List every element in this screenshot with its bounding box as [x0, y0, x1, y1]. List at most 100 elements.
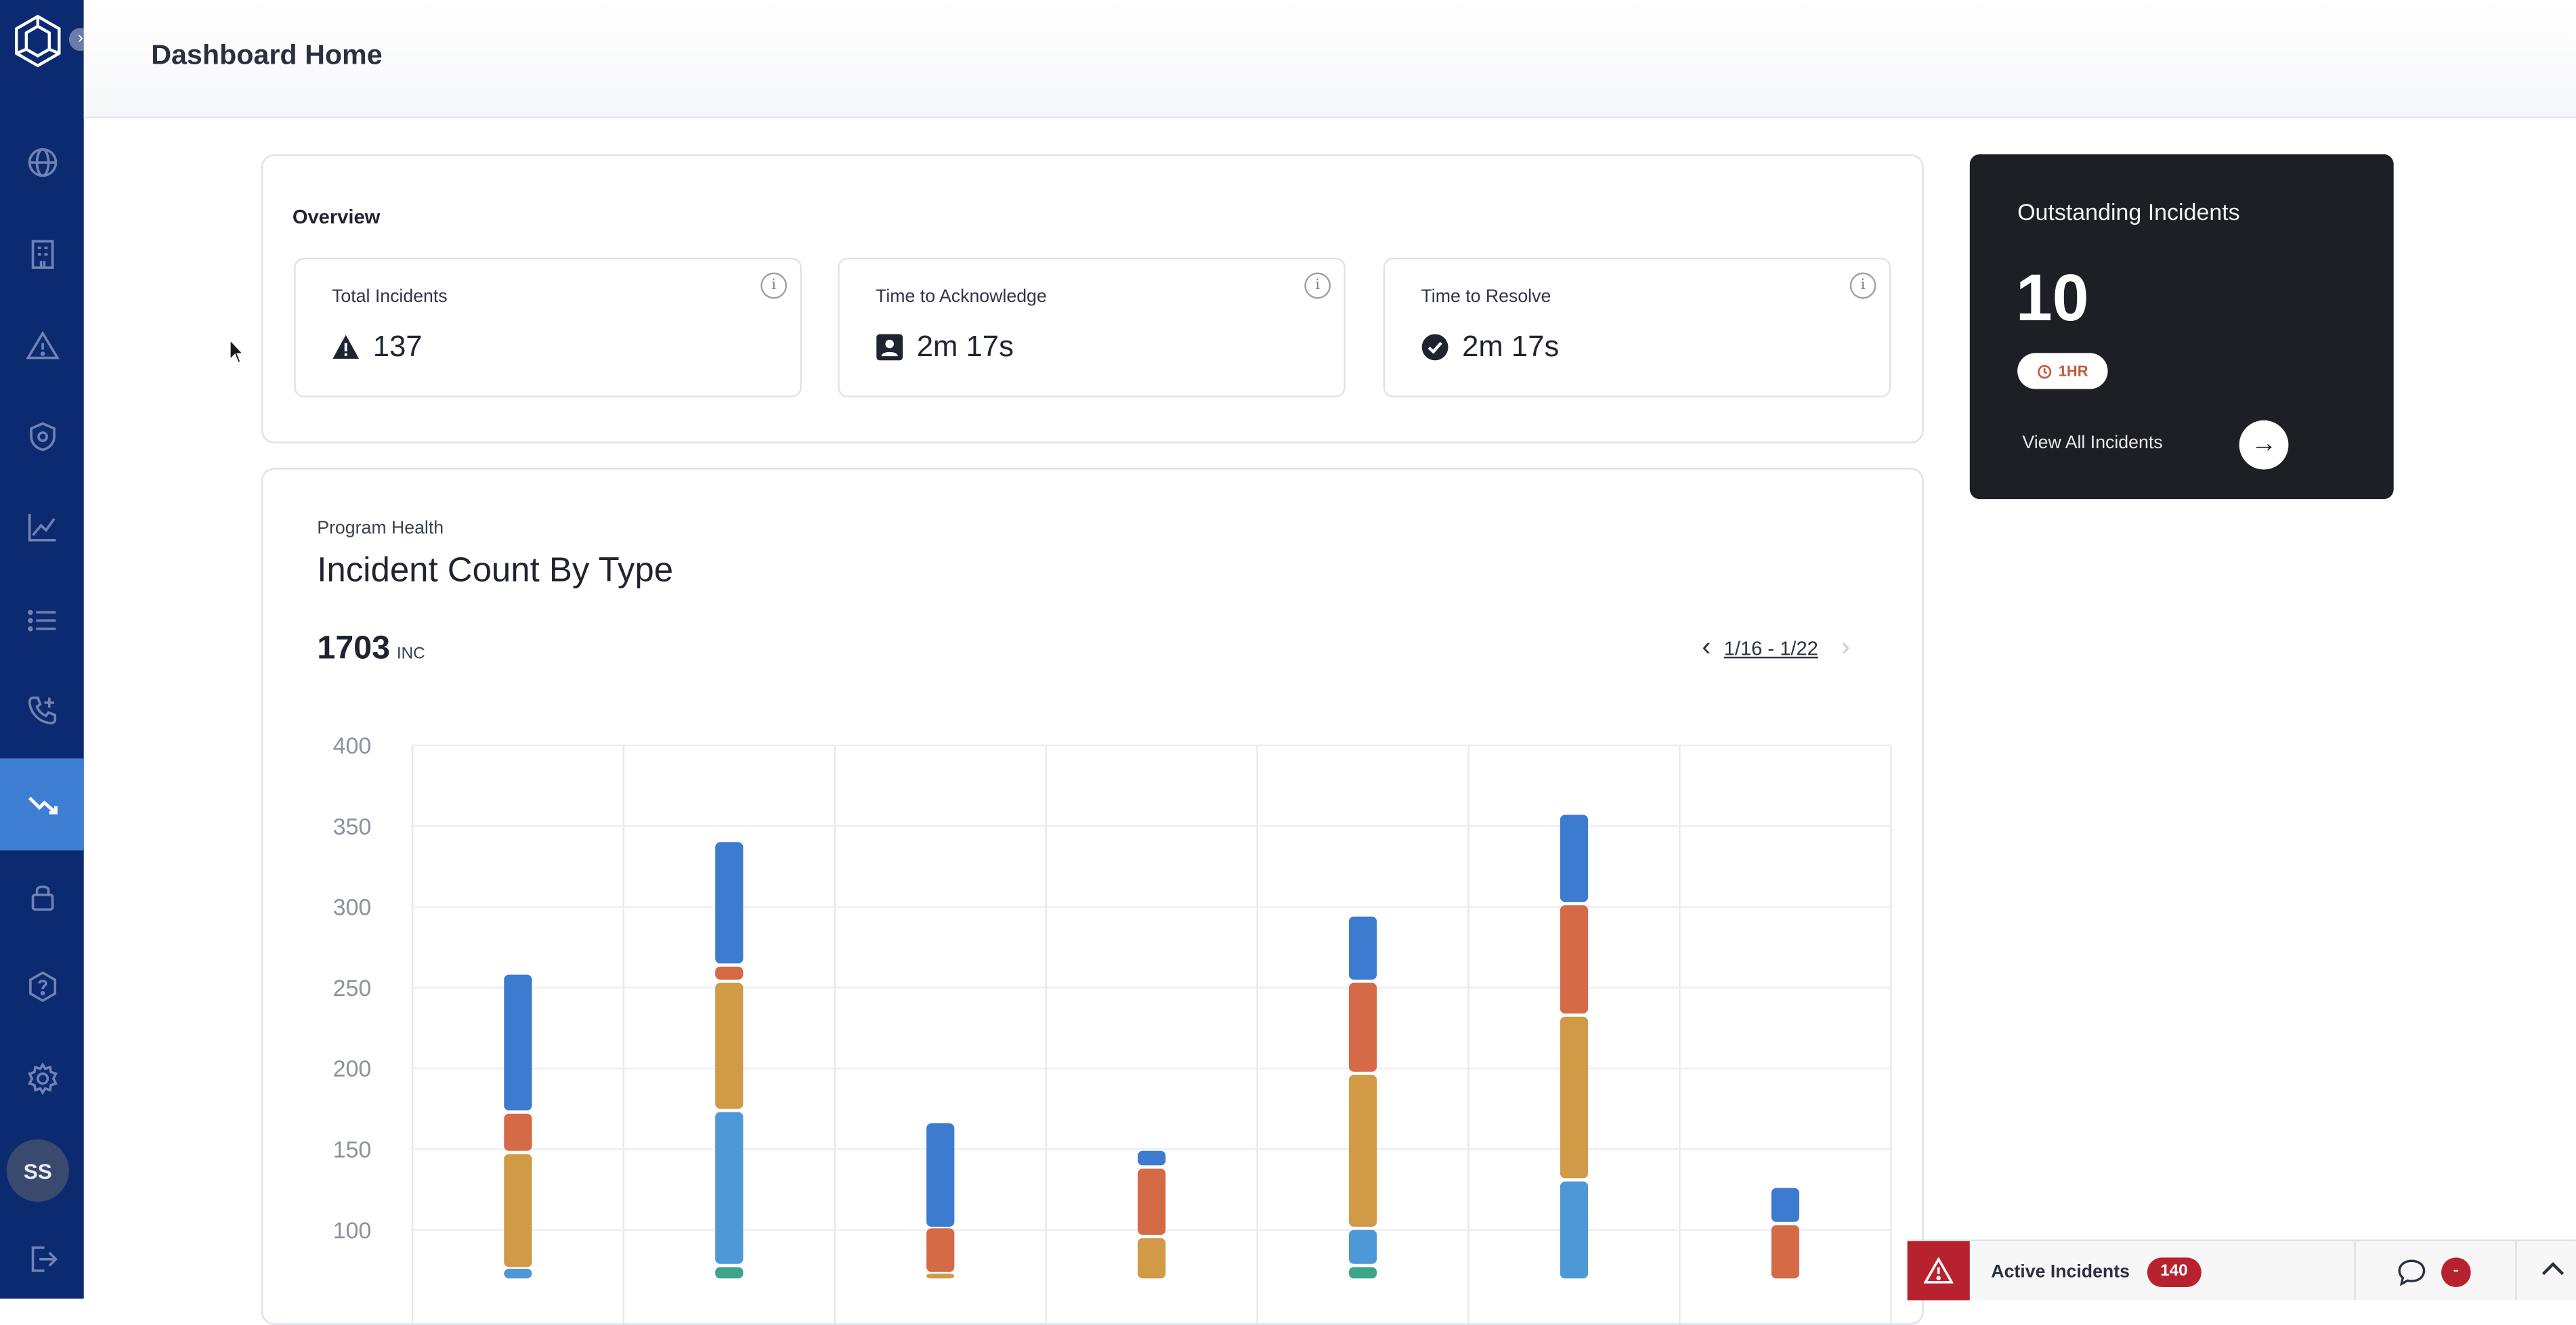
nav-logout[interactable]	[0, 1223, 84, 1295]
nav-analytics[interactable]	[0, 491, 84, 563]
chevron-right-icon[interactable]: ›	[1841, 633, 1850, 662]
sidebar: › SS	[0, 0, 92, 1299]
top-header: Dashboard Home	[83, 0, 2576, 118]
info-icon[interactable]: i	[1849, 272, 1876, 299]
date-range-nav: ‹ 1/16 - 1/22 ›	[1702, 633, 1850, 662]
divider	[2354, 1241, 2356, 1301]
bar-segment[interactable]	[926, 1123, 955, 1227]
time-badge-label: 1HR	[2058, 362, 2088, 380]
bar-segment[interactable]	[1348, 1267, 1377, 1279]
chart-title: Incident Count By Type	[317, 551, 674, 590]
bar-segment[interactable]	[715, 1267, 744, 1279]
bar-segment[interactable]	[504, 974, 532, 1111]
bar-segment[interactable]	[1138, 1150, 1166, 1166]
logout-icon	[30, 1246, 57, 1272]
check-circle-icon	[1421, 334, 1448, 361]
bar-segment[interactable]	[1560, 905, 1589, 1014]
bar-segment[interactable]	[1771, 1225, 1799, 1279]
nav-settings[interactable]	[0, 1043, 84, 1115]
nav-globe[interactable]	[0, 127, 84, 199]
bar-segment[interactable]	[504, 1154, 532, 1267]
bar-segment[interactable]	[926, 1274, 955, 1279]
nav-list[interactable]	[0, 584, 84, 657]
y-tick-label: 100	[333, 1218, 372, 1244]
stat-label: Time to Resolve	[1421, 287, 1551, 307]
nav-phone[interactable]	[0, 675, 84, 747]
bar-segment[interactable]	[1348, 1230, 1377, 1264]
logo-icon[interactable]	[10, 13, 66, 68]
bar-segment[interactable]	[1348, 1074, 1377, 1227]
bar-segment[interactable]	[1560, 814, 1589, 903]
building-icon	[30, 240, 53, 269]
chevron-up-icon[interactable]	[2538, 1255, 2568, 1284]
bar-segment[interactable]	[504, 1268, 532, 1279]
outstanding-count: 10	[2015, 262, 2089, 335]
mouse-cursor	[229, 338, 245, 364]
avatar[interactable]: SS	[6, 1139, 69, 1202]
incident-total: 1703 INC	[317, 630, 425, 668]
bar-segment[interactable]	[715, 982, 744, 1109]
view-all-incidents-link[interactable]: View All Incidents	[2022, 433, 2163, 454]
bar-segment[interactable]	[1138, 1238, 1166, 1279]
y-tick-label: 150	[333, 1137, 372, 1163]
active-incidents-label: Active Incidents	[1991, 1262, 2130, 1282]
incident-chart-card: Program Health Incident Count By Type 17…	[261, 468, 1924, 1325]
date-range-link[interactable]: 1/16 - 1/22	[1723, 636, 1818, 660]
stat-label: Total Incidents	[332, 287, 448, 307]
incident-total-unit: INC	[396, 645, 425, 664]
warning-icon	[1923, 1257, 1954, 1284]
bar-segment[interactable]	[1771, 1188, 1799, 1222]
phone-plus-icon	[27, 696, 56, 724]
stat-value-text: 2m 17s	[916, 330, 1014, 363]
info-icon[interactable]: i	[1304, 272, 1331, 299]
bar-segment[interactable]	[504, 1113, 532, 1151]
arrow-right-icon[interactable]: →	[2239, 420, 2289, 470]
nav-building[interactable]	[0, 218, 84, 290]
nav-shield[interactable]	[0, 401, 84, 473]
trend-down-icon	[27, 796, 57, 814]
active-incidents-count: 140	[2147, 1257, 2202, 1288]
bar-segment[interactable]	[715, 842, 744, 963]
info-icon[interactable]: i	[760, 272, 788, 299]
user-badge-icon	[876, 334, 903, 361]
bar-segment[interactable]	[926, 1228, 955, 1272]
lock-icon	[30, 885, 53, 911]
bar-segment[interactable]	[1560, 1181, 1589, 1279]
nav-trends[interactable]	[0, 758, 84, 851]
shield-icon	[29, 422, 55, 452]
stat-time-to-acknowledge: Time to Acknowledge i 2m 17s	[838, 257, 1346, 397]
outstanding-incidents-card: Outstanding Incidents 10 1HR View All In…	[1969, 154, 2394, 500]
y-tick-label: 300	[333, 895, 372, 921]
bar-segment[interactable]	[1138, 1168, 1166, 1235]
divider	[2515, 1241, 2517, 1301]
nav-help[interactable]	[0, 951, 84, 1023]
section-label: Program Health	[317, 519, 444, 539]
stat-time-to-resolve: Time to Resolve i 2m 17s	[1383, 257, 1891, 397]
y-tick-label: 250	[333, 976, 372, 1001]
line-chart-icon	[27, 513, 56, 542]
chat-badge: -	[2441, 1257, 2471, 1288]
outstanding-title: Outstanding Incidents	[2017, 198, 2240, 225]
stat-label: Time to Acknowledge	[876, 287, 1047, 307]
help-hexagon-icon	[28, 971, 56, 1003]
y-tick-label: 400	[333, 733, 372, 759]
clock-icon	[2038, 364, 2052, 378]
incident-total-value: 1703	[317, 630, 391, 667]
chat-icon[interactable]	[2397, 1257, 2427, 1287]
page-title: Dashboard Home	[151, 39, 383, 71]
nav-alerts[interactable]	[0, 310, 84, 383]
warning-icon	[25, 330, 59, 360]
bar-segment[interactable]	[1560, 1016, 1589, 1179]
alert-button[interactable]	[1907, 1241, 1970, 1301]
bar-segment[interactable]	[1348, 916, 1377, 980]
warning-icon	[332, 334, 360, 359]
bar-segment[interactable]	[715, 1112, 744, 1264]
y-tick-label: 200	[333, 1056, 372, 1082]
active-incidents-bar[interactable]: Active Incidents 140 -	[1907, 1239, 2576, 1301]
nav-security[interactable]	[0, 861, 84, 933]
bar-segment[interactable]	[715, 966, 744, 980]
bar-segment[interactable]	[1348, 982, 1377, 1072]
chevron-left-icon[interactable]: ‹	[1702, 633, 1711, 662]
overview-card: Overview Total Incidents i 137 Time to A…	[261, 154, 1924, 443]
